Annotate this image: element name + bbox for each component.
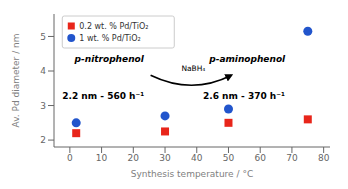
svg-text:70: 70	[286, 153, 298, 163]
svg-text:30: 30	[159, 153, 171, 163]
svg-text:NaBH₄: NaBH₄	[181, 64, 205, 73]
svg-text:2.6 nm - 370 h⁻¹: 2.6 nm - 370 h⁻¹	[203, 91, 285, 101]
svg-text:p-nitrophenol: p-nitrophenol	[74, 54, 145, 64]
svg-text:60: 60	[254, 153, 266, 163]
svg-text:4: 4	[40, 66, 46, 76]
svg-text:10: 10	[96, 153, 108, 163]
svg-text:p-aminophenol: p-aminophenol	[208, 54, 286, 64]
svg-text:1 wt. % Pd/TiO₂: 1 wt. % Pd/TiO₂	[79, 34, 141, 43]
svg-text:3: 3	[40, 101, 46, 111]
svg-text:2: 2	[40, 135, 46, 145]
svg-text:20: 20	[128, 153, 140, 163]
svg-text:80: 80	[318, 153, 330, 163]
svg-text:Av. Pd diameter / nm: Av. Pd diameter / nm	[11, 33, 21, 127]
svg-text:5: 5	[40, 32, 46, 42]
svg-text:0.2 wt. % Pd/TiO₂: 0.2 wt. % Pd/TiO₂	[79, 22, 148, 31]
svg-text:40: 40	[191, 153, 203, 163]
svg-text:2.2 nm - 560 h⁻¹: 2.2 nm - 560 h⁻¹	[62, 91, 144, 101]
svg-text:Synthesis temperature / °C: Synthesis temperature / °C	[131, 169, 253, 179]
svg-text:50: 50	[223, 153, 235, 163]
svg-text:0: 0	[67, 153, 73, 163]
